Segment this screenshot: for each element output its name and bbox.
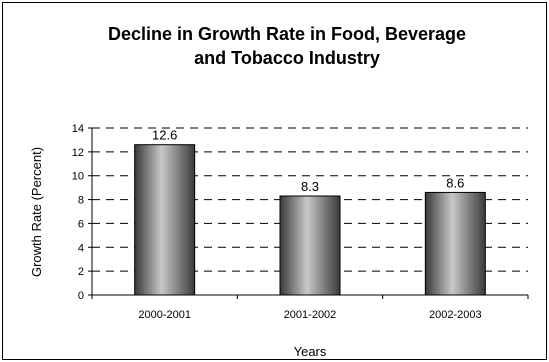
data-label-2002-2003: 8.6 xyxy=(446,175,464,190)
data-labels: 12.6 8.3 8.6 xyxy=(152,128,464,194)
chart-title-line-2: and Tobacco Industry xyxy=(194,48,380,68)
y-tick-labels: 0 2 4 6 8 10 12 14 xyxy=(72,123,84,302)
x-tick-label-2001-2002: 2001-2002 xyxy=(284,309,337,321)
y-tick-label: 10 xyxy=(72,171,84,183)
bar-2001-2002 xyxy=(279,195,341,296)
x-category-labels: 2000-2001 2001-2002 2002-2003 xyxy=(138,309,481,321)
bar-2002-2003 xyxy=(424,191,486,296)
y-tick-label: 12 xyxy=(72,147,84,159)
y-tick-label: 14 xyxy=(72,123,84,135)
y-tick-label: 2 xyxy=(78,266,84,278)
data-label-2000-2001: 12.6 xyxy=(152,128,177,143)
x-tick-label-2002-2003: 2002-2003 xyxy=(429,309,482,321)
x-axis-label: Years xyxy=(294,344,327,359)
chart-title-line-1: Decline in Growth Rate in Food, Beverage xyxy=(108,24,466,44)
y-axis-label: Growth Rate (Percent) xyxy=(29,147,44,277)
y-tick-label: 0 xyxy=(78,290,84,302)
data-label-2001-2002: 8.3 xyxy=(301,179,319,194)
bar-2000-2001 xyxy=(134,144,196,296)
x-tick-label-2000-2001: 2000-2001 xyxy=(138,309,191,321)
axes xyxy=(88,127,529,299)
bars xyxy=(134,144,486,296)
y-tick-label: 6 xyxy=(78,218,84,230)
y-tick-label: 4 xyxy=(78,242,84,254)
y-tick-label: 8 xyxy=(78,195,84,207)
